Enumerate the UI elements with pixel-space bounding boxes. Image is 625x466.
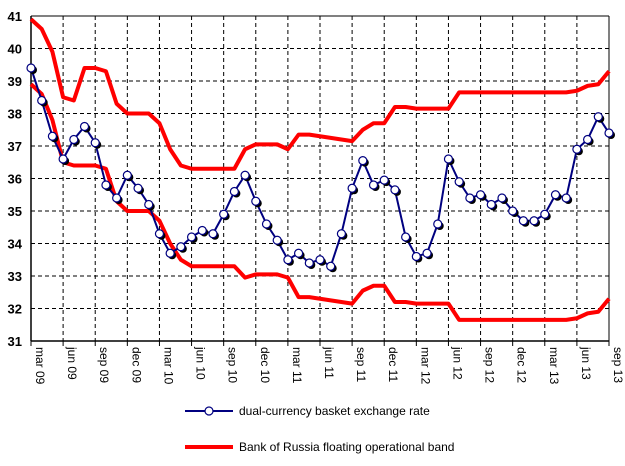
basket-point bbox=[293, 248, 304, 258]
basket-point bbox=[411, 251, 421, 262]
basket-point bbox=[550, 190, 561, 200]
basket-point bbox=[47, 131, 58, 141]
basket-point bbox=[154, 229, 165, 239]
basket-point bbox=[529, 216, 539, 226]
basket-point bbox=[90, 138, 100, 148]
basket-point bbox=[251, 196, 261, 206]
basket-point bbox=[358, 156, 368, 166]
basket-point bbox=[79, 121, 90, 132]
basket-point bbox=[283, 255, 293, 265]
legend-label-band: Bank of Russia floating operational band bbox=[239, 440, 455, 454]
basket-point bbox=[326, 261, 336, 271]
x-tick-label: mar 09 bbox=[33, 347, 47, 385]
x-tick-label: dec 12 bbox=[515, 347, 529, 383]
basket-point bbox=[422, 248, 432, 258]
legend-marker-basket-icon bbox=[185, 405, 233, 417]
x-tick-label: mar 11 bbox=[290, 347, 304, 384]
basket-point bbox=[347, 183, 357, 193]
basket-point bbox=[58, 154, 68, 164]
x-tick-label: jun 11 bbox=[322, 346, 336, 379]
basket-point bbox=[315, 255, 325, 265]
basket-point bbox=[229, 186, 239, 197]
basket-point bbox=[454, 177, 464, 187]
basket-point bbox=[593, 112, 603, 122]
basket-point bbox=[186, 232, 197, 242]
basket-point bbox=[176, 242, 186, 252]
legend-item-band: Bank of Russia floating operational band bbox=[185, 440, 454, 454]
y-tick-label: 36 bbox=[8, 172, 22, 187]
basket-point bbox=[475, 190, 486, 200]
y-tick-label: 35 bbox=[8, 204, 22, 219]
y-tick-label: 40 bbox=[8, 42, 22, 57]
basket-point bbox=[465, 193, 475, 203]
basket-point bbox=[390, 185, 400, 195]
basket-point bbox=[208, 229, 218, 239]
basket-point bbox=[240, 170, 250, 180]
y-tick-label: 32 bbox=[8, 302, 22, 317]
y-tick-label: 31 bbox=[8, 334, 22, 349]
basket-point bbox=[165, 248, 175, 258]
basket-point bbox=[401, 232, 411, 242]
legend-item-basket: dual-currency basket exchange rate bbox=[185, 404, 430, 418]
x-tick-label: mar 12 bbox=[418, 347, 432, 385]
basket-point bbox=[101, 180, 111, 190]
x-tick-label: sep 12 bbox=[483, 347, 497, 383]
basket-point bbox=[37, 95, 47, 106]
band-upper-line bbox=[29, 17, 611, 171]
basket-point bbox=[561, 193, 571, 203]
y-tick-label: 39 bbox=[8, 74, 22, 89]
x-tick-label: mar 13 bbox=[547, 347, 561, 385]
x-tick-label: sep 09 bbox=[97, 347, 111, 383]
basket-point bbox=[304, 258, 314, 268]
basket-point bbox=[443, 154, 454, 164]
basket-point bbox=[368, 180, 379, 190]
basket-point bbox=[379, 175, 389, 185]
basket-point bbox=[518, 216, 528, 226]
basket-point bbox=[219, 209, 229, 219]
basket-point bbox=[604, 128, 614, 138]
basket-point bbox=[26, 63, 36, 73]
y-tick-label: 41 bbox=[8, 9, 22, 24]
basket-point bbox=[486, 199, 496, 210]
legend-label-basket: dual-currency basket exchange rate bbox=[239, 404, 430, 418]
y-tick-label: 38 bbox=[8, 107, 22, 122]
basket-point bbox=[497, 193, 507, 203]
band-lower-line bbox=[29, 82, 611, 322]
x-tick-label: sep 13 bbox=[611, 347, 625, 383]
basket-point bbox=[122, 170, 132, 180]
x-tick-label: sep 11 bbox=[354, 347, 368, 382]
x-tick-label: jun 13 bbox=[579, 346, 593, 380]
basket-point bbox=[133, 183, 143, 193]
basket-point bbox=[144, 199, 154, 210]
basket-point bbox=[69, 134, 79, 145]
basket-point bbox=[540, 209, 550, 219]
basket-point bbox=[336, 229, 347, 239]
basket-point bbox=[508, 206, 518, 216]
basket-point bbox=[582, 134, 593, 145]
x-tick-label: mar 10 bbox=[161, 347, 175, 385]
y-tick-label: 37 bbox=[8, 139, 22, 154]
x-tick-label: jun 12 bbox=[450, 346, 464, 380]
basket-point bbox=[433, 219, 443, 229]
x-tick-label: jun 10 bbox=[194, 346, 208, 380]
basket-point bbox=[261, 219, 272, 229]
x-tick-label: dec 11 bbox=[386, 347, 400, 382]
legend-marker-band-icon bbox=[185, 441, 233, 453]
y-tick-label: 34 bbox=[8, 237, 23, 252]
x-tick-label: dec 10 bbox=[258, 347, 272, 383]
y-tick-label: 33 bbox=[8, 269, 22, 284]
x-tick-label: jun 09 bbox=[65, 346, 79, 380]
basket-point bbox=[112, 193, 122, 203]
basket-point bbox=[572, 144, 582, 154]
x-tick-label: sep 10 bbox=[226, 347, 240, 383]
basket-point bbox=[272, 235, 282, 245]
x-tick-label: dec 09 bbox=[129, 347, 143, 383]
basket-point bbox=[197, 225, 207, 236]
